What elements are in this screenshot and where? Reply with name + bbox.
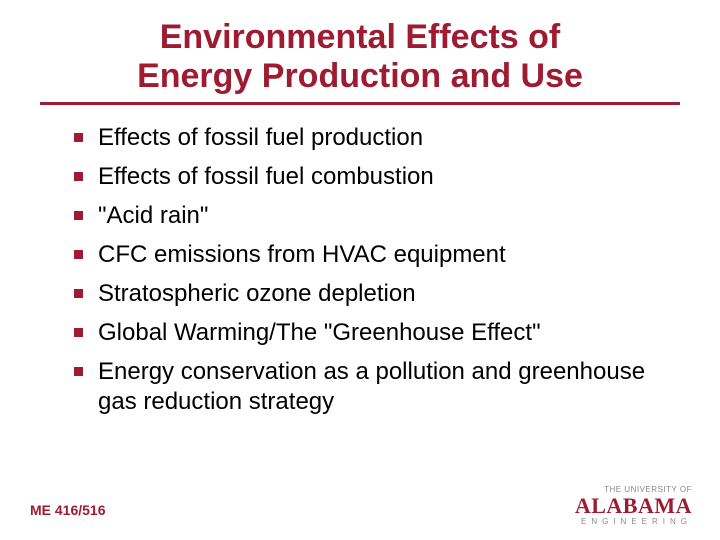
bullet-text: "Acid rain" xyxy=(98,202,208,229)
bullet-text: Stratospheric ozone depletion xyxy=(98,280,416,307)
list-item: Energy conservation as a pollution and g… xyxy=(74,357,680,417)
title-underline xyxy=(40,102,680,105)
university-logo: THE UNIVERSITY OF ALABAMA ENGINEERING xyxy=(575,486,692,526)
title-line-2: Energy Production and Use xyxy=(137,57,583,95)
bullet-list: Effects of fossil fuel production Effect… xyxy=(40,123,680,417)
bullet-text: Energy conservation as a pollution and g… xyxy=(98,358,645,415)
logo-main-text: ALABAMA xyxy=(575,495,692,517)
list-item: "Acid rain" xyxy=(74,201,680,231)
slide-title: Environmental Effects of Energy Producti… xyxy=(40,18,680,102)
list-item: Stratospheric ozone depletion xyxy=(74,279,680,309)
logo-sub-text: ENGINEERING xyxy=(575,518,692,526)
list-item: Effects of fossil fuel combustion xyxy=(74,162,680,192)
bullet-text: Effects of fossil fuel production xyxy=(98,124,423,151)
slide: Environmental Effects of Energy Producti… xyxy=(0,0,720,540)
course-code: ME 416/516 xyxy=(30,502,106,518)
list-item: Global Warming/The "Greenhouse Effect" xyxy=(74,318,680,348)
list-item: Effects of fossil fuel production xyxy=(74,123,680,153)
list-item: CFC emissions from HVAC equipment xyxy=(74,240,680,270)
bullet-text: CFC emissions from HVAC equipment xyxy=(98,241,506,268)
title-line-1: Environmental Effects of xyxy=(160,18,561,56)
bullet-text: Global Warming/The "Greenhouse Effect" xyxy=(98,319,541,346)
bullet-text: Effects of fossil fuel combustion xyxy=(98,163,434,190)
